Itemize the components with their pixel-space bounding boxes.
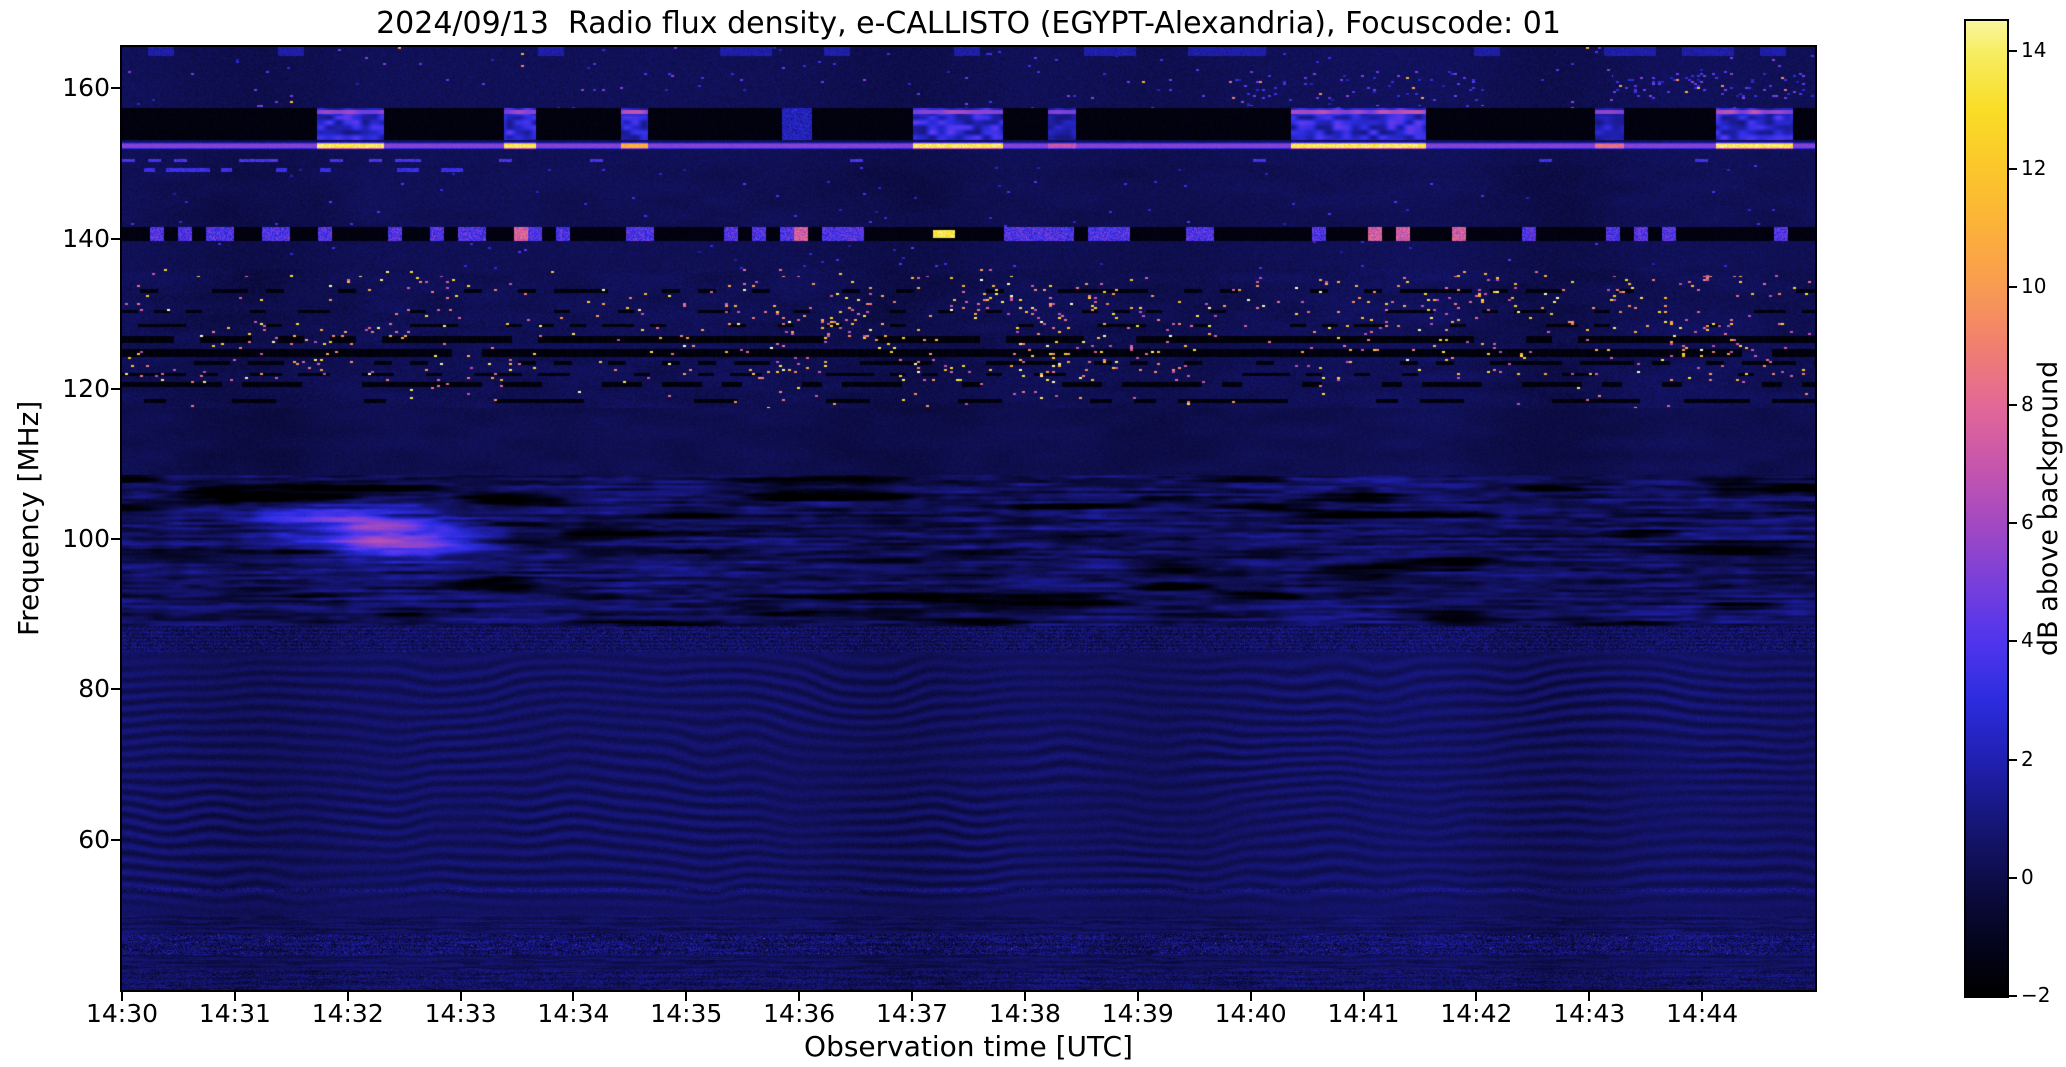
x-axis-tick-label: 14:38 [988,999,1061,1028]
x-axis-tick-mark [572,992,575,1001]
x-axis-tick-mark [1588,992,1591,1001]
y-axis-tick-label: 120 [62,373,110,403]
colorbar-gradient [1966,21,2007,996]
x-axis-tick-mark [459,992,462,1001]
x-axis-tick-label: 14:31 [198,999,271,1028]
colorbar-tick-mark [2009,167,2017,170]
x-axis-tick-mark [911,992,914,1001]
x-axis-tick-mark [346,992,349,1001]
x-axis-tick-label: 14:40 [1214,999,1287,1028]
colorbar-tick-mark [2009,404,2017,407]
colorbar-tick-mark [2009,995,2017,997]
y-axis-tick-mark [111,538,120,541]
colorbar-tick-label: −2 [2021,983,2051,1007]
colorbar-tick-mark [2009,522,2017,525]
x-axis-tick-label: 14:41 [1327,999,1400,1028]
y-axis-tick-mark [111,87,120,90]
x-axis-tick-mark [1475,992,1478,1001]
colorbar [1964,19,2009,998]
x-axis-tick-label: 14:37 [876,999,949,1028]
y-axis-tick-label: 160 [62,73,110,103]
y-axis-tick-label: 60 [78,824,110,854]
x-axis-tick-label: 14:44 [1666,999,1739,1028]
x-axis-tick-mark [685,992,688,1001]
x-axis-tick-label: 14:32 [311,999,384,1028]
y-axis-tick-mark [111,387,120,390]
colorbar-tick-mark [2009,876,2017,879]
chart-title: 2024/09/13 Radio flux density, e-CALLIST… [376,6,1561,41]
x-axis-tick-mark [1701,992,1704,1001]
colorbar-tick-label: 4 [2021,628,2034,653]
x-axis-tick-label: 14:30 [85,999,159,1028]
x-axis-tick-label: 14:34 [537,999,610,1028]
x-axis-tick-mark [1249,992,1252,1001]
y-axis-tick-mark [111,237,120,240]
x-axis-tick-mark [233,992,236,1001]
plot-area [120,45,1817,992]
colorbar-tick-mark [2009,285,2017,288]
colorbar-tick-label: 12 [2021,155,2047,180]
colorbar-tick-label: 2 [2021,746,2034,771]
x-axis-tick-mark [1136,992,1139,1001]
x-axis-tick-mark [1362,992,1365,1001]
colorbar-tick-mark [2009,49,2017,52]
y-axis-tick-label: 100 [62,524,110,554]
y-axis-tick-mark [111,838,120,841]
x-axis-tick-label: 14:42 [1440,999,1513,1028]
x-axis-tick-label: 14:39 [1101,999,1174,1028]
spectrogram-canvas [122,47,1815,990]
colorbar-tick-label: 10 [2021,273,2047,298]
x-axis-tick-mark [1023,992,1026,1001]
x-axis-tick-mark [798,992,801,1001]
x-axis-label: Observation time [UTC] [804,1030,1133,1063]
x-axis-tick-label: 14:33 [424,999,497,1028]
colorbar-tick-label: 0 [2021,864,2034,889]
colorbar-tick-mark [2009,758,2017,761]
y-axis-tick-label: 140 [62,223,110,253]
colorbar-tick-label: 6 [2021,510,2034,535]
colorbar-tick-label: 14 [2021,37,2047,62]
y-axis-tick-label: 80 [78,674,110,704]
y-axis-tick-mark [111,688,120,691]
x-axis-tick-label: 14:43 [1553,999,1626,1028]
x-axis-tick-label: 14:36 [763,999,836,1028]
x-axis-tick-label: 14:35 [650,999,723,1028]
colorbar-tick-mark [2009,640,2017,643]
x-axis-tick-mark [121,992,123,1001]
colorbar-tick-label: 8 [2021,392,2034,417]
